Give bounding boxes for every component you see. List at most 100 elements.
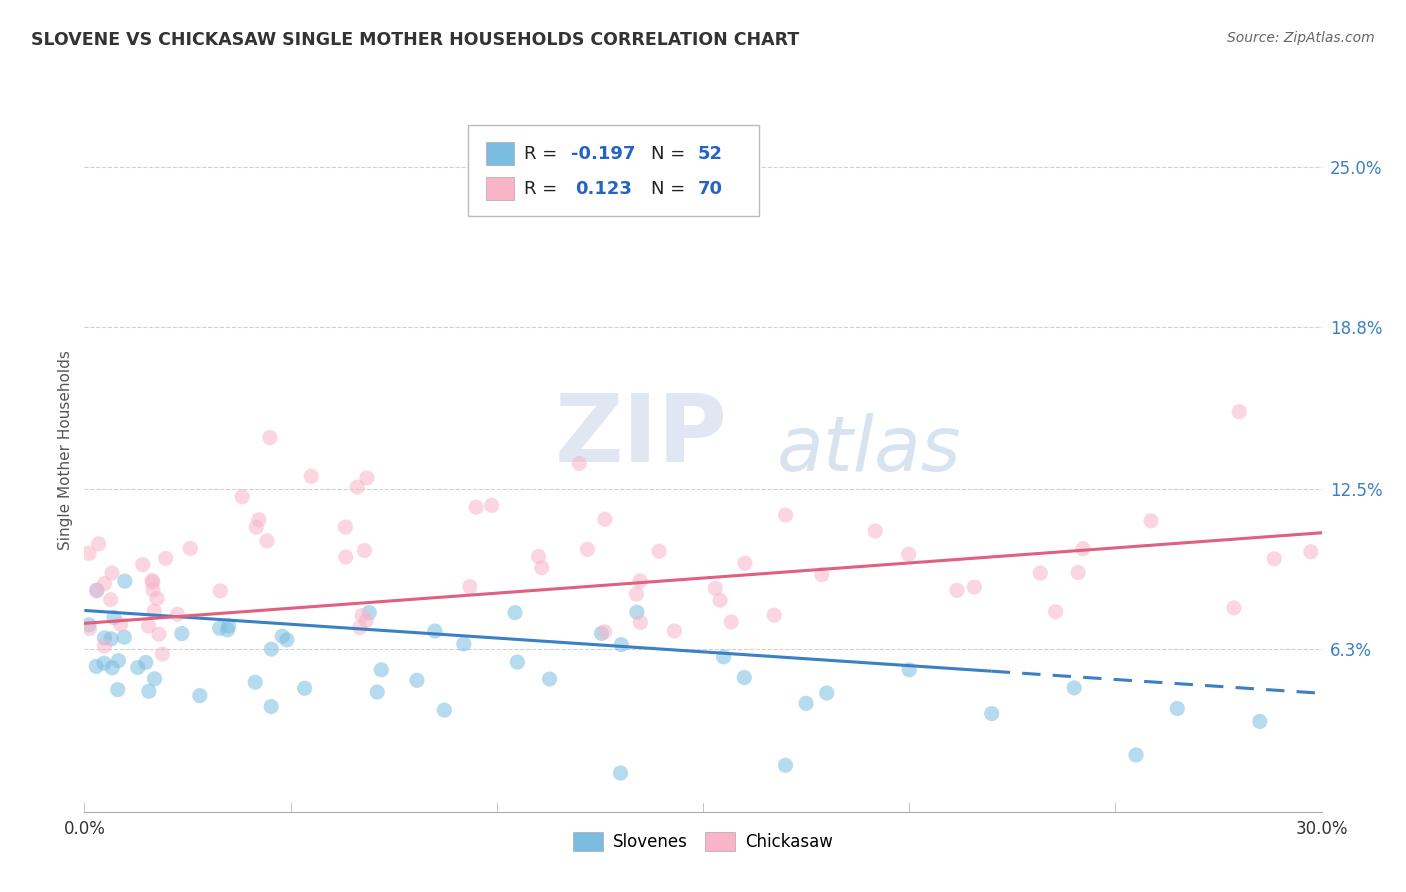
Point [260, 642, 283, 657]
Point [146, 591, 169, 606]
Point [245, 520, 267, 534]
Point [271, 629, 294, 643]
Point [648, 544, 671, 558]
Point [897, 547, 920, 561]
Point [77, 546, 100, 560]
Bar [486, 143, 513, 165]
Point [93, 657, 115, 671]
Point [142, 574, 165, 589]
Point [591, 626, 613, 640]
Point [100, 592, 122, 607]
Point [1166, 701, 1188, 715]
Point [150, 647, 173, 661]
Point [299, 469, 322, 483]
Point [231, 490, 253, 504]
Point [1299, 545, 1322, 559]
FancyBboxPatch shape [468, 126, 759, 216]
Point [276, 632, 298, 647]
Text: N =: N = [651, 180, 690, 198]
Point [775, 508, 797, 522]
Text: -0.197: -0.197 [571, 145, 636, 163]
Point [1263, 551, 1285, 566]
Point [626, 587, 648, 601]
Point [138, 619, 160, 633]
Point [101, 661, 124, 675]
Point [530, 561, 553, 575]
Point [865, 524, 887, 538]
Text: R =: R = [523, 180, 568, 198]
Point [135, 656, 157, 670]
Point [1227, 405, 1250, 419]
Point [101, 566, 124, 580]
Point [794, 696, 817, 710]
Point [709, 593, 731, 607]
Point [87, 537, 110, 551]
Point [506, 655, 529, 669]
Point [256, 533, 278, 548]
Point [626, 605, 648, 619]
Point [453, 637, 475, 651]
Point [763, 608, 786, 623]
Point [704, 582, 727, 596]
Point [356, 471, 378, 485]
Point [720, 615, 742, 629]
Point [1140, 514, 1163, 528]
Text: atlas: atlas [778, 414, 962, 487]
Point [811, 567, 834, 582]
Text: 0.123: 0.123 [575, 180, 633, 198]
Point [107, 654, 129, 668]
Point [366, 685, 388, 699]
Y-axis label: Single Mother Households: Single Mother Households [58, 351, 73, 550]
Point [1029, 566, 1052, 581]
Point [84, 659, 107, 673]
Point [100, 632, 122, 646]
Point [166, 607, 188, 622]
Point [713, 649, 735, 664]
Point [86, 583, 108, 598]
Point [898, 663, 921, 677]
Point [980, 706, 1002, 721]
Point [127, 660, 149, 674]
Point [593, 624, 616, 639]
Point [576, 542, 599, 557]
Point [458, 580, 481, 594]
Point [503, 606, 526, 620]
Point [218, 619, 240, 633]
Point [209, 583, 232, 598]
Point [356, 614, 378, 628]
Point [132, 558, 155, 572]
Point [963, 580, 986, 594]
Point [245, 675, 267, 690]
Point [370, 663, 392, 677]
Point [335, 549, 357, 564]
Point [538, 672, 561, 686]
Text: R =: R = [523, 145, 562, 163]
Point [568, 456, 591, 470]
Point [593, 512, 616, 526]
Point [359, 606, 381, 620]
Text: 70: 70 [697, 180, 723, 198]
Text: SLOVENE VS CHICKASAW SINGLE MOTHER HOUSEHOLDS CORRELATION CHART: SLOVENE VS CHICKASAW SINGLE MOTHER HOUSE… [31, 31, 799, 49]
Point [208, 621, 231, 635]
Point [138, 684, 160, 698]
Point [170, 626, 193, 640]
Point [247, 513, 270, 527]
Point [141, 574, 163, 588]
Point [946, 583, 969, 598]
Point [1249, 714, 1271, 729]
Point [1063, 681, 1085, 695]
Point [628, 574, 651, 588]
Point [155, 551, 177, 566]
Point [481, 499, 503, 513]
Legend: Slovenes, Chickasaw: Slovenes, Chickasaw [567, 825, 839, 857]
Point [465, 500, 488, 515]
Point [527, 549, 550, 564]
Point [346, 480, 368, 494]
Point [1223, 600, 1246, 615]
Text: 52: 52 [697, 145, 723, 163]
Point [349, 621, 371, 635]
Point [86, 583, 108, 598]
Point [406, 673, 429, 688]
Point [179, 541, 201, 556]
Point [259, 431, 281, 445]
